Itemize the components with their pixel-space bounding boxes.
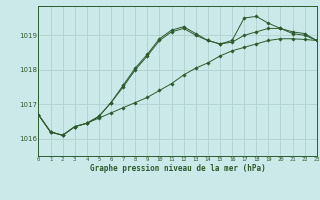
X-axis label: Graphe pression niveau de la mer (hPa): Graphe pression niveau de la mer (hPa) (90, 164, 266, 173)
